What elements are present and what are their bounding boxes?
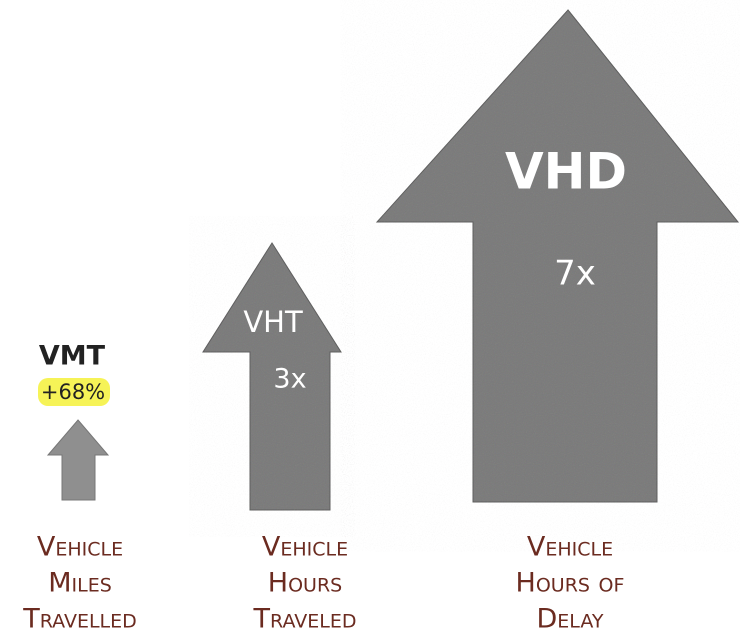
highlight [38, 378, 110, 406]
label-line: Hours [268, 568, 342, 599]
label-line: Vehicle [262, 532, 348, 563]
code: VHT [243, 305, 303, 339]
label-line: Vehicle [527, 532, 613, 563]
label-line: Vehicle [37, 532, 123, 563]
change: 3x [273, 364, 306, 395]
label-line: Hours of [516, 568, 625, 599]
change: 7x [554, 254, 596, 294]
label-line: Miles [48, 568, 112, 599]
label-line: Travelled [22, 604, 137, 634]
arrow-vht [202, 242, 342, 511]
arrow-vhd [375, 9, 740, 503]
code: VMT [39, 341, 106, 372]
label-line: Traveled [253, 604, 357, 634]
label-line: Delay [537, 604, 604, 634]
change: +68% [41, 380, 105, 404]
code: VHD [505, 143, 627, 201]
arrow-vmt [46, 419, 110, 501]
